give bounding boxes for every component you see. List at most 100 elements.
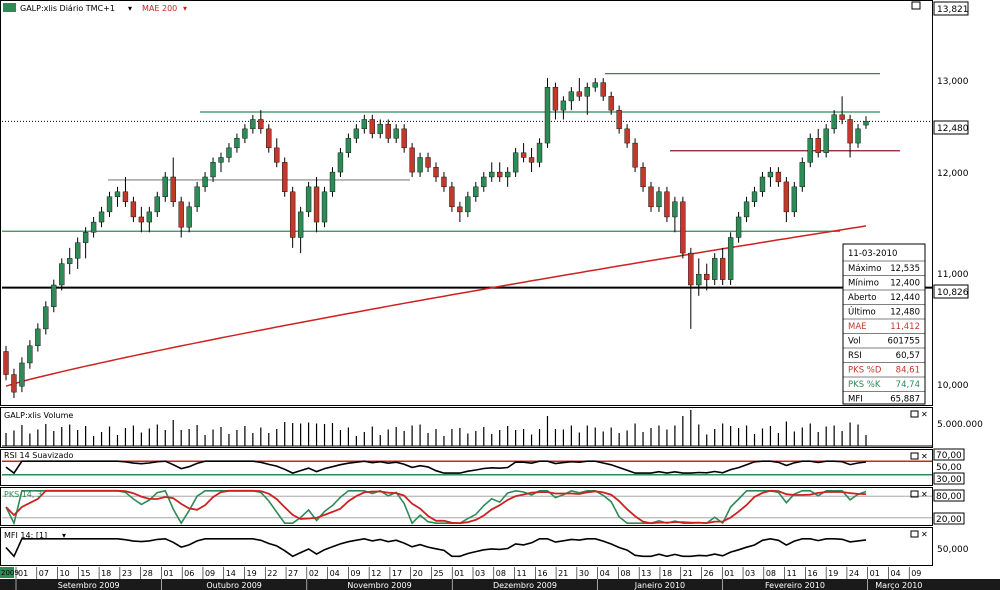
- pks-close-icon[interactable]: ✕: [921, 490, 928, 499]
- candle-body: [106, 196, 113, 213]
- candle-body: [712, 258, 718, 280]
- candle: [234, 133, 240, 153]
- mfi-maximize-icon[interactable]: [910, 530, 919, 538]
- info-row-value: 65,887: [890, 395, 920, 405]
- candle-body: [194, 186, 200, 208]
- candle: [82, 227, 89, 259]
- candle: [791, 181, 798, 217]
- date-tick-label: 17: [392, 569, 402, 578]
- date-tick-label: 09: [205, 569, 215, 578]
- month-label: Janeiro 2010: [634, 581, 685, 590]
- candle: [552, 82, 559, 120]
- candle: [178, 196, 184, 238]
- date-tick-label: 12: [371, 569, 381, 578]
- date-tick-label: 11: [787, 569, 797, 578]
- mfi-dropdown-icon[interactable]: ▾: [62, 531, 66, 540]
- candle-body: [489, 171, 495, 178]
- candle: [170, 157, 176, 207]
- volume-pane[interactable]: [0, 407, 933, 448]
- candle-body: [624, 128, 630, 144]
- candle-body: [305, 186, 312, 213]
- rsi-upper-box: [933, 448, 965, 461]
- candle-body: [815, 138, 821, 153]
- info-row-label: MFI: [848, 395, 863, 405]
- candle-body: [696, 274, 702, 286]
- candle: [648, 181, 654, 212]
- candle-body: [544, 86, 551, 144]
- rsi-close-icon[interactable]: ✕: [921, 452, 928, 461]
- info-row-value: 601755: [888, 337, 920, 347]
- date-tick-label: 04: [890, 569, 900, 578]
- candle: [114, 186, 121, 207]
- candle-body: [465, 196, 471, 213]
- candle-body: [528, 157, 535, 163]
- date-tick-label: 30: [579, 569, 589, 578]
- price-axis: 13,821 13,000 12,000 11,000 10,000 12,48…: [933, 1, 969, 391]
- candle: [210, 157, 216, 182]
- candle-body: [584, 86, 590, 97]
- candle: [289, 186, 296, 248]
- volume-pane-title[interactable]: GALP:xlis Volume: [4, 411, 73, 420]
- candle: [465, 191, 471, 217]
- date-tick-label: 06: [184, 569, 194, 578]
- mfi-pane[interactable]: [0, 527, 933, 566]
- pks-d-line: [5, 489, 867, 525]
- candle: [385, 119, 391, 144]
- volume-close-icon[interactable]: ✕: [921, 410, 928, 419]
- candle-body: [313, 186, 320, 223]
- candle-body: [855, 128, 861, 144]
- candle-body: [67, 258, 73, 264]
- price-pane-title[interactable]: GALP:xlis Diário TMC+1: [20, 4, 115, 13]
- date-tick-label: 02: [309, 569, 319, 578]
- candle-body: [250, 119, 256, 130]
- candle-body: [59, 263, 65, 286]
- candle-body: [473, 186, 479, 197]
- symbol-badge-icon[interactable]: [3, 3, 16, 12]
- pks-maximize-icon[interactable]: [910, 490, 919, 498]
- candle-body: [19, 362, 25, 387]
- date-tick-label: 16: [807, 569, 817, 578]
- rsi-pane[interactable]: [0, 449, 933, 486]
- mfi-layer: [5, 537, 867, 558]
- candle: [688, 247, 694, 329]
- candle: [345, 133, 352, 158]
- candle-body: [560, 100, 567, 111]
- candle-body: [98, 211, 105, 223]
- candle: [274, 138, 280, 168]
- info-box-date: 11-03-2010: [848, 249, 897, 259]
- mfi-pane-title[interactable]: MFI 14; [1]: [4, 531, 47, 540]
- candle: [735, 211, 742, 243]
- volume-maximize-icon[interactable]: [910, 410, 919, 418]
- candle: [815, 128, 821, 158]
- candle-body: [759, 176, 766, 193]
- candle-body: [672, 201, 678, 218]
- rsi-maximize-icon[interactable]: [910, 452, 919, 460]
- info-box-frame: [842, 243, 926, 405]
- date-tick-label: 18: [662, 569, 672, 578]
- candle-body: [616, 109, 622, 130]
- dropdown-icon[interactable]: ▾: [128, 4, 132, 13]
- rsi-pane-title[interactable]: RSI 14 Suavizado: [4, 451, 73, 460]
- candle: [361, 114, 368, 134]
- candle-body: [210, 162, 216, 178]
- indicator-dropdown-icon[interactable]: ▾: [183, 4, 187, 13]
- indicator-label-mae[interactable]: MAE 200: [142, 4, 177, 13]
- candle-body: [504, 171, 511, 178]
- candle-body: [154, 196, 160, 213]
- date-tick-label: 25: [433, 569, 443, 578]
- candle: [640, 162, 646, 192]
- date-tick-label: 04: [330, 569, 340, 578]
- mfi-close-icon[interactable]: ✕: [921, 530, 928, 539]
- candle: [664, 186, 670, 223]
- pks-pane-title[interactable]: PKS 14, 3: [4, 490, 42, 499]
- candle-body: [632, 142, 638, 168]
- candle-body: [847, 119, 853, 144]
- pane-maximize-icon[interactable]: [911, 1, 921, 10]
- candle-body: [321, 191, 328, 223]
- volume-layer: [2, 410, 932, 447]
- candle: [441, 172, 447, 192]
- candle-body: [282, 162, 288, 193]
- date-tick-label: 26: [704, 569, 714, 578]
- candle-body: [648, 186, 654, 208]
- candle-body: [719, 258, 726, 280]
